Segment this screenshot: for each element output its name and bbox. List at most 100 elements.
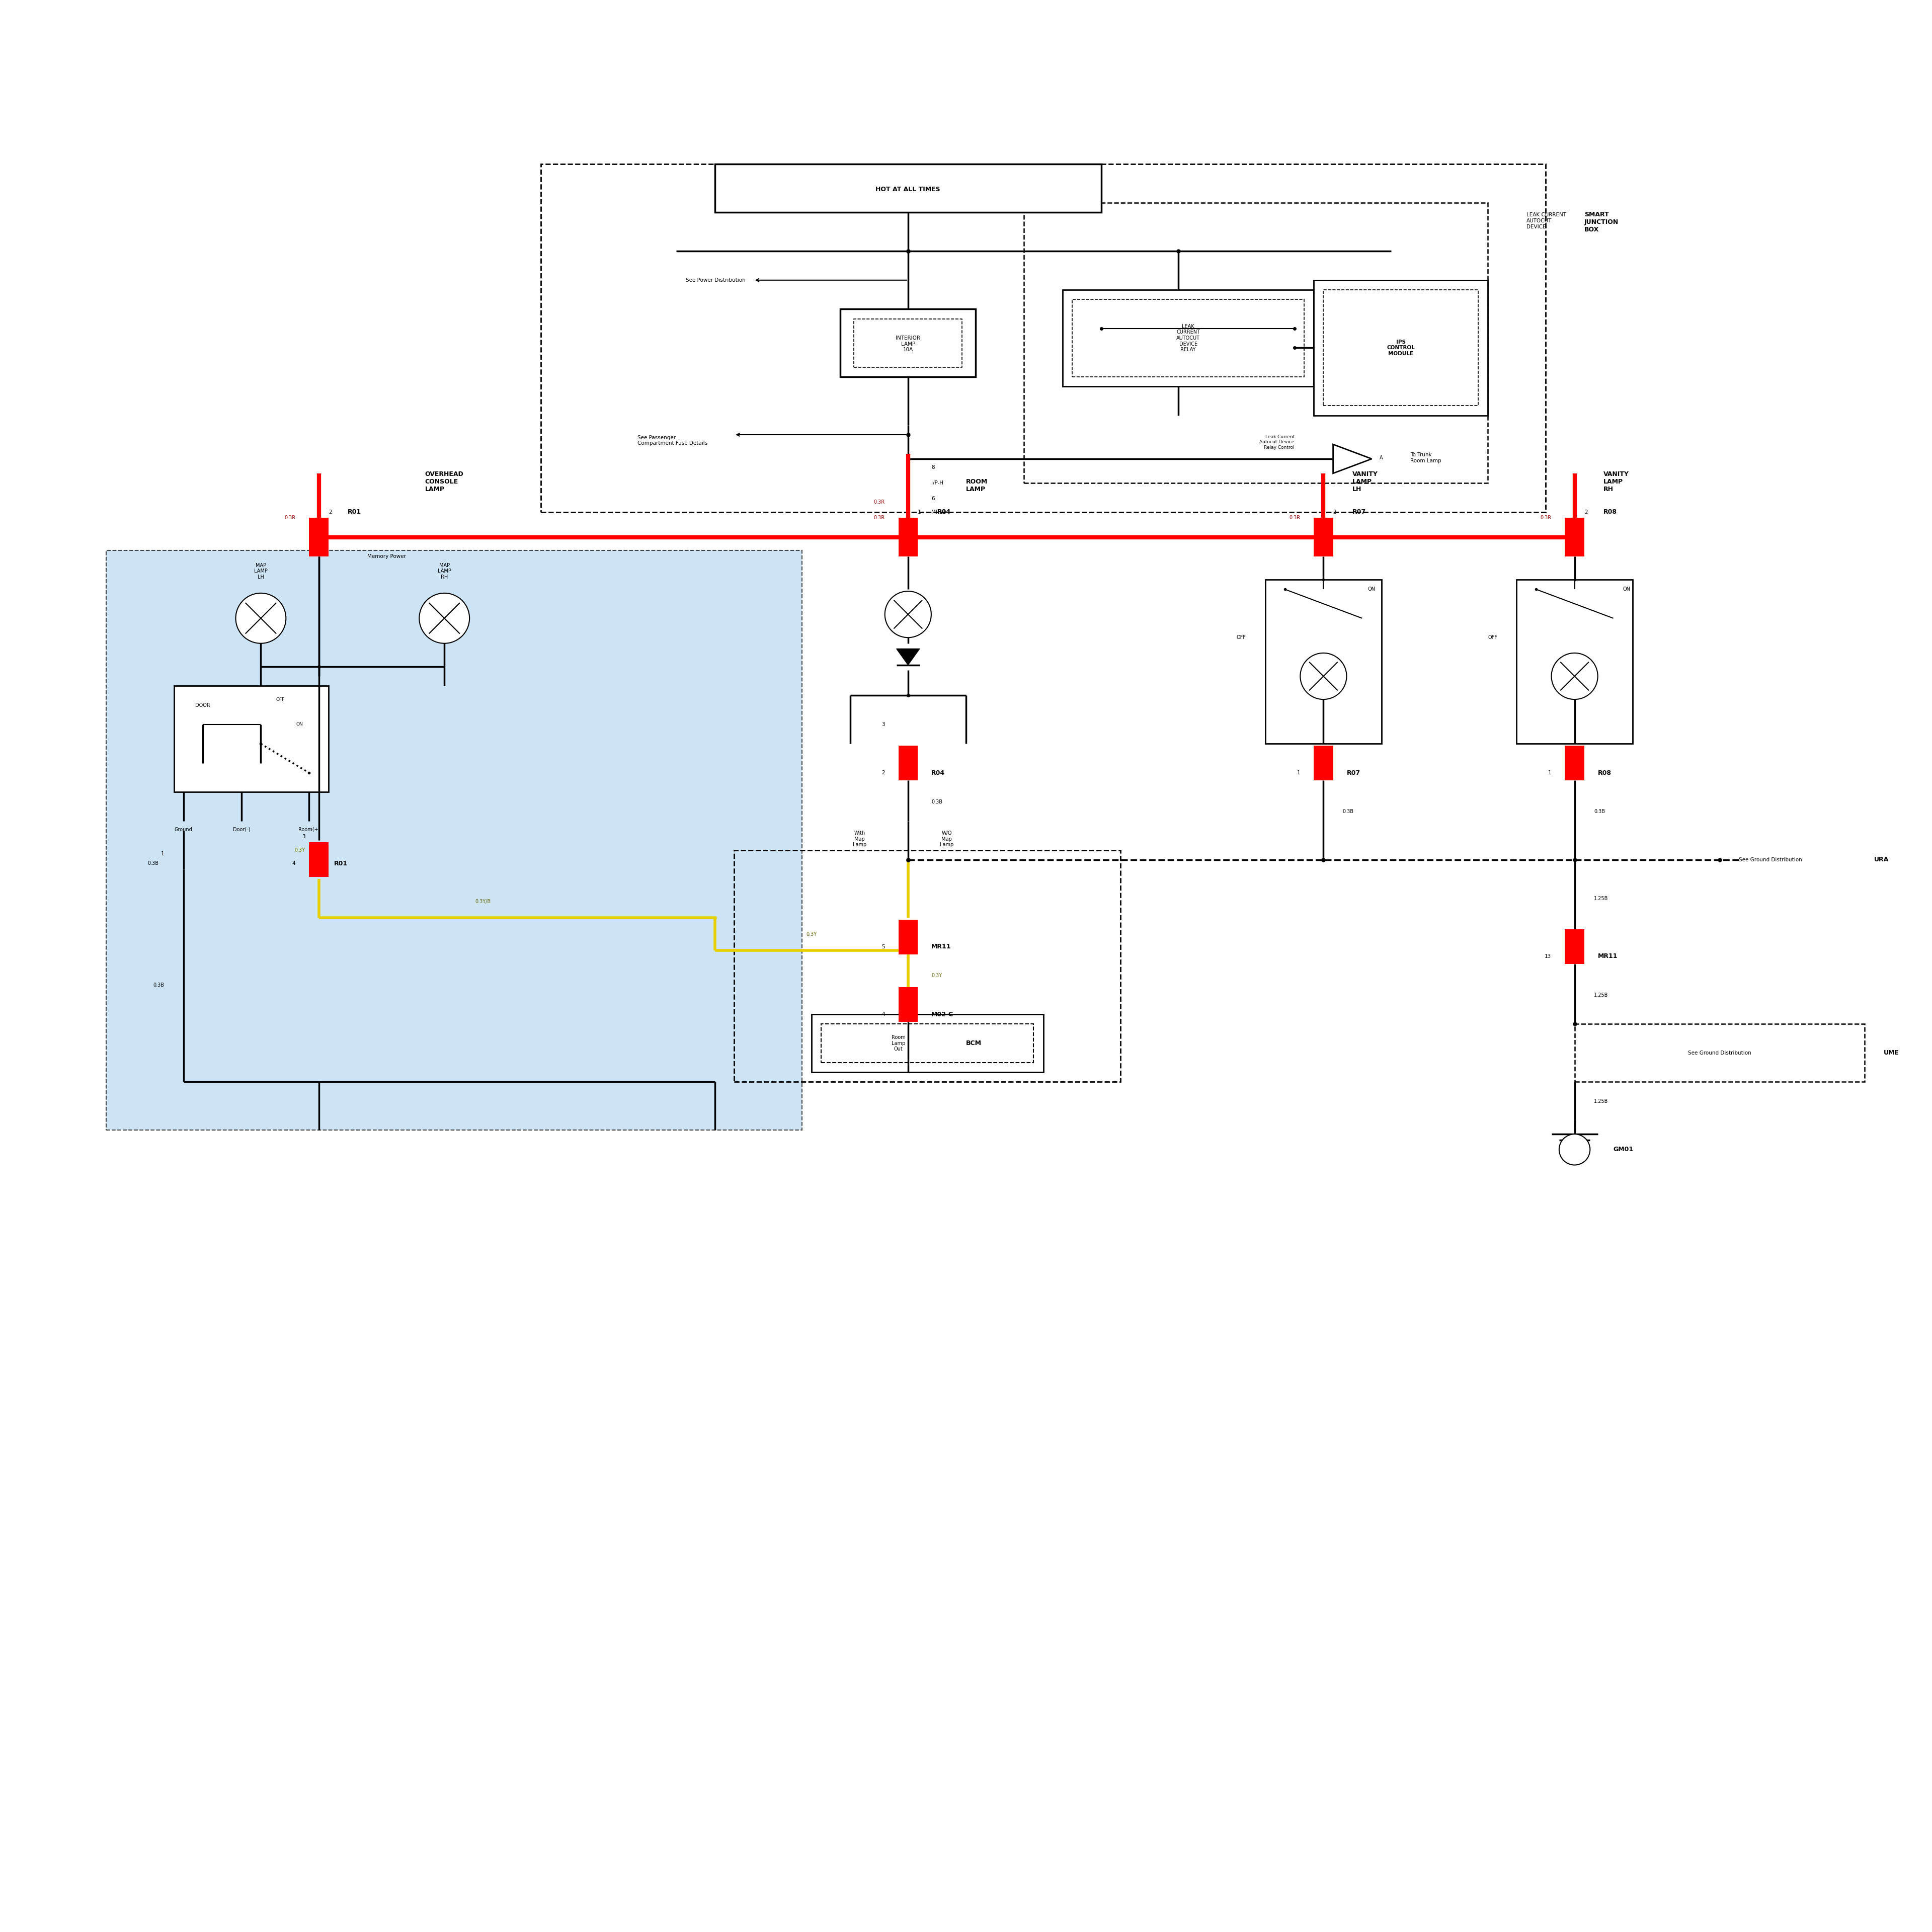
Bar xyxy=(840,309,976,377)
Text: 0.3R: 0.3R xyxy=(1540,516,1551,520)
Text: I/P-H: I/P-H xyxy=(931,481,943,485)
Polygon shape xyxy=(896,649,920,665)
Bar xyxy=(811,1014,1043,1072)
Bar xyxy=(1314,280,1488,415)
Text: 8: 8 xyxy=(931,466,935,469)
Circle shape xyxy=(236,593,286,643)
Text: R04: R04 xyxy=(931,769,945,777)
Bar xyxy=(898,746,918,781)
Text: LEAK
CURRENT
AUTOCUT
DEVICE
RELAY: LEAK CURRENT AUTOCUT DEVICE RELAY xyxy=(1177,325,1200,352)
Text: 1.25B: 1.25B xyxy=(1594,896,1607,900)
Text: 5: 5 xyxy=(881,945,885,949)
Text: ON: ON xyxy=(296,723,303,726)
Text: See Passenger
Compartment Fuse Details: See Passenger Compartment Fuse Details xyxy=(638,435,707,446)
Text: OFF: OFF xyxy=(1236,636,1246,639)
Text: 1: 1 xyxy=(160,852,164,856)
Text: ROOM
LAMP: ROOM LAMP xyxy=(966,479,987,493)
Bar xyxy=(898,920,918,954)
Bar xyxy=(1265,580,1381,744)
Text: HOT AT ALL TIMES: HOT AT ALL TIMES xyxy=(875,185,941,193)
Bar xyxy=(1314,518,1333,556)
Text: BCM: BCM xyxy=(966,1039,981,1047)
Bar xyxy=(106,551,802,1130)
Bar xyxy=(309,518,328,556)
Bar xyxy=(1565,518,1584,556)
Text: 3: 3 xyxy=(301,835,305,838)
Text: M02-C: M02-C xyxy=(931,1010,952,1018)
Text: GM01: GM01 xyxy=(1613,1146,1633,1153)
Text: 1.25B: 1.25B xyxy=(1594,993,1607,997)
Circle shape xyxy=(1551,653,1598,699)
Text: To Trunk
Room Lamp: To Trunk Room Lamp xyxy=(1410,452,1441,464)
Text: DOOR: DOOR xyxy=(195,703,211,707)
Text: R08: R08 xyxy=(1598,769,1611,777)
Text: 0.3Y: 0.3Y xyxy=(931,974,943,978)
Text: 0.3R: 0.3R xyxy=(873,516,885,520)
Text: Leak Current
Autocut Device
Relay Control: Leak Current Autocut Device Relay Contro… xyxy=(1260,435,1294,450)
Bar xyxy=(1063,290,1314,386)
Text: ON: ON xyxy=(1623,587,1631,591)
Text: INTERIOR
LAMP
10A: INTERIOR LAMP 10A xyxy=(896,336,920,352)
Text: R08: R08 xyxy=(1604,508,1617,516)
Bar xyxy=(1517,580,1633,744)
Bar xyxy=(1575,1024,1864,1082)
Text: 0.3R: 0.3R xyxy=(873,500,885,504)
Text: 1.25B: 1.25B xyxy=(1594,1099,1607,1103)
Text: 6: 6 xyxy=(931,497,935,500)
Text: Room
Lamp
Out: Room Lamp Out xyxy=(891,1036,906,1051)
Text: 2: 2 xyxy=(881,771,885,775)
Bar xyxy=(898,518,918,556)
Text: VANITY
LAMP
RH: VANITY LAMP RH xyxy=(1604,471,1629,493)
Text: R07: R07 xyxy=(1352,508,1366,516)
Bar xyxy=(1314,746,1333,781)
Text: 0.3B: 0.3B xyxy=(147,862,158,866)
Text: See Ground Distribution: See Ground Distribution xyxy=(1689,1051,1750,1055)
Text: R01: R01 xyxy=(334,860,348,867)
Text: R07: R07 xyxy=(1347,769,1360,777)
Circle shape xyxy=(1559,1134,1590,1165)
Text: W/O
Map
Lamp: W/O Map Lamp xyxy=(939,831,954,848)
Text: 3: 3 xyxy=(881,723,885,726)
Text: OFF: OFF xyxy=(276,697,284,701)
Text: 13: 13 xyxy=(1546,954,1551,958)
Text: MR11: MR11 xyxy=(931,943,951,951)
Bar xyxy=(1323,290,1478,406)
Bar xyxy=(1024,203,1488,483)
Text: ON: ON xyxy=(1368,587,1376,591)
Text: 2: 2 xyxy=(328,510,332,514)
Text: VANITY
LAMP
LH: VANITY LAMP LH xyxy=(1352,471,1378,493)
Polygon shape xyxy=(1333,444,1372,473)
Text: SMART
JUNCTION
BOX: SMART JUNCTION BOX xyxy=(1584,211,1619,234)
Text: MAP
LAMP
RH: MAP LAMP RH xyxy=(439,562,450,580)
Bar xyxy=(541,164,1546,512)
Text: 0.3R: 0.3R xyxy=(284,516,296,520)
Bar xyxy=(898,987,918,1022)
Circle shape xyxy=(885,591,931,638)
Text: 4: 4 xyxy=(881,1012,885,1016)
Text: 0.3B: 0.3B xyxy=(153,983,164,987)
Text: R04: R04 xyxy=(937,508,951,516)
Text: 0.3Y/B: 0.3Y/B xyxy=(475,898,491,904)
Text: MAP
LAMP
LH: MAP LAMP LH xyxy=(255,562,267,580)
Text: 4: 4 xyxy=(292,862,296,866)
Text: See Power Distribution: See Power Distribution xyxy=(686,278,746,282)
Text: 1: 1 xyxy=(918,510,922,514)
Text: MR11: MR11 xyxy=(931,510,947,514)
Text: UME: UME xyxy=(1884,1049,1899,1057)
Text: Memory Power: Memory Power xyxy=(367,554,406,558)
Text: 0.3B: 0.3B xyxy=(1594,810,1605,813)
Bar xyxy=(821,1024,1034,1063)
Text: 0.3B: 0.3B xyxy=(931,800,943,804)
Bar xyxy=(715,164,1101,213)
Text: OVERHEAD
CONSOLE
LAMP: OVERHEAD CONSOLE LAMP xyxy=(425,471,464,493)
Text: MR11: MR11 xyxy=(1598,952,1617,960)
Text: 0.3R: 0.3R xyxy=(1289,516,1300,520)
Text: 2: 2 xyxy=(1584,510,1588,514)
Text: Door(-): Door(-) xyxy=(234,827,249,833)
Text: URA: URA xyxy=(1874,856,1889,864)
Bar xyxy=(1565,746,1584,781)
Text: R01: R01 xyxy=(348,508,361,516)
Text: LEAK CURRENT
AUTOCUT
DEVICE: LEAK CURRENT AUTOCUT DEVICE xyxy=(1526,213,1567,230)
Bar xyxy=(734,850,1121,1082)
Text: See Ground Distribution: See Ground Distribution xyxy=(1739,858,1803,862)
